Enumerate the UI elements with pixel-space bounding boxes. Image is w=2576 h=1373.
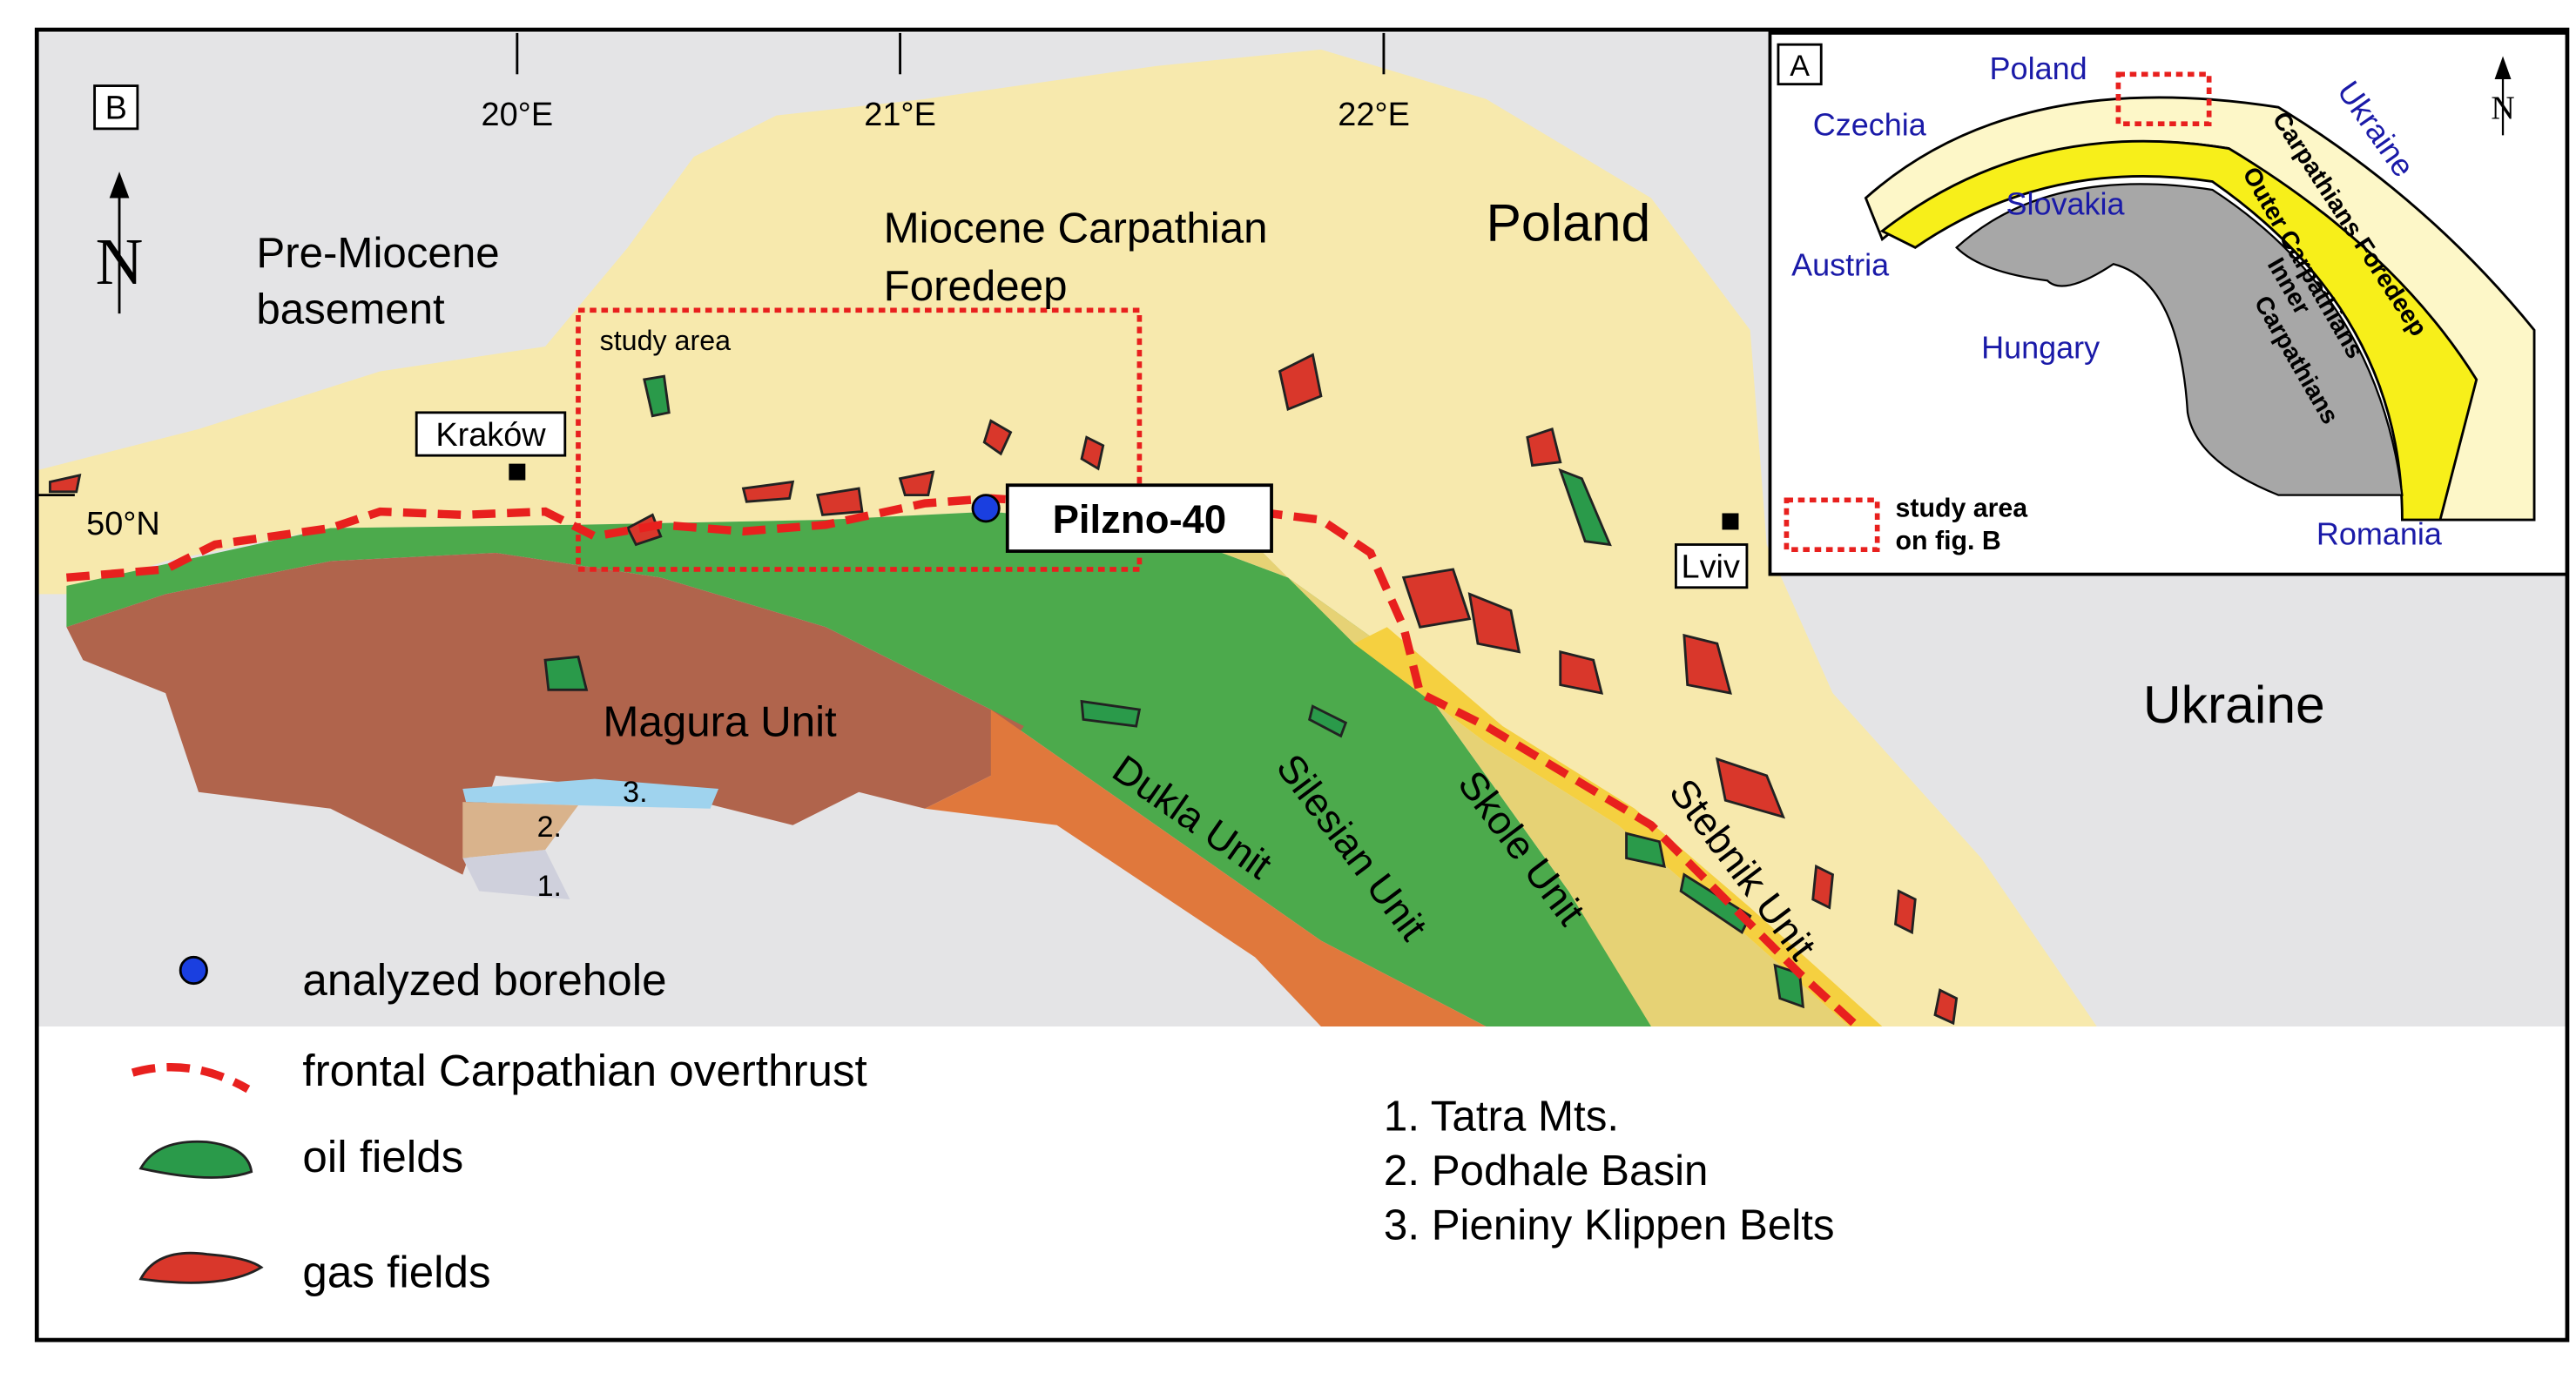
region-label: Foredeep	[884, 262, 1068, 310]
borehole-box	[1005, 483, 1273, 553]
gas-field	[1278, 353, 1323, 412]
legend-label: analyzed borehole	[302, 955, 666, 1005]
gas-field	[1526, 427, 1562, 468]
numbered-note: 2. Podhale Basin	[1384, 1147, 1709, 1195]
city-box	[1675, 543, 1749, 589]
legend-symbol	[138, 1140, 253, 1179]
skole-unit-area	[1156, 528, 1850, 1026]
legend-symbol	[131, 1062, 251, 1094]
region-label: Poland	[1486, 193, 1650, 252]
panel-label: B	[105, 90, 127, 126]
gas-field	[1080, 435, 1105, 471]
small-unit-number: 2.	[537, 811, 562, 844]
oil-field	[1080, 699, 1142, 728]
panel-label-box	[1777, 43, 1823, 86]
silesian-unit-area	[66, 511, 1651, 1026]
gas-field	[1559, 649, 1604, 695]
city-marker	[509, 463, 526, 481]
numbered-note: 1. Tatra Mts.	[1384, 1092, 1619, 1140]
gas-field	[982, 419, 1013, 456]
longitude-label: 22°E	[1338, 97, 1410, 133]
gas-field	[898, 470, 935, 497]
inset-note: on fig. B	[1896, 527, 2001, 555]
magura-unit-area	[66, 552, 1024, 875]
gas-field	[741, 480, 795, 503]
country-label: Slovakia	[2006, 185, 2126, 221]
city-marker	[1722, 513, 1739, 530]
longitude-label: 20°E	[482, 97, 554, 133]
pieniny-area	[462, 778, 719, 809]
unit-label: Magura Unit	[603, 697, 837, 745]
graticule-ticks	[37, 32, 1386, 497]
gas-field	[1715, 757, 1786, 819]
map-a: A N Poland Czechia Ukraine Slovakia Aust…	[1768, 31, 2569, 576]
legend: analyzed borehole frontal Carpathian ove…	[131, 955, 1835, 1296]
region-label: Ukraine	[2143, 675, 2325, 734]
inset-note: study area	[1896, 494, 2029, 522]
inset-outer	[1879, 139, 2478, 522]
borehole-label: Pilzno-40	[1053, 497, 1227, 542]
city-box	[415, 411, 567, 457]
city-label: Kraków	[435, 417, 546, 454]
oil-field	[543, 655, 589, 691]
gas-field	[1894, 889, 1917, 935]
inset-inner	[1955, 183, 2404, 496]
north-arrowhead	[109, 172, 130, 199]
legend-symbol	[1784, 497, 1880, 553]
north-label: N	[96, 225, 144, 299]
oil-field	[1558, 468, 1612, 547]
legend-label: frontal Carpathian overthrust	[302, 1046, 867, 1095]
small-unit-number: 1.	[537, 870, 562, 903]
tatra-area	[462, 850, 570, 900]
region-label: Miocene Carpathian	[884, 205, 1268, 252]
oil-field	[643, 374, 671, 418]
latitude-label: 50°N	[86, 506, 160, 542]
study-area-box	[576, 307, 1143, 572]
country-label: Romania	[2316, 515, 2443, 551]
gas-field	[1467, 592, 1521, 654]
oil-field	[1625, 831, 1666, 868]
city-label: Lviv	[1682, 549, 1740, 585]
small-unit-number: 3.	[623, 776, 647, 809]
borehole-marker	[971, 494, 1001, 523]
gas-field	[1401, 568, 1472, 629]
oil-field	[1307, 704, 1348, 738]
dukla-unit-area	[925, 710, 1487, 1026]
legend-symbol	[179, 955, 208, 986]
country-label: Hungary	[1981, 329, 2100, 365]
longitude-label: 21°E	[864, 97, 936, 133]
country-label: Austria	[1791, 247, 1890, 283]
inset-study-area	[2115, 71, 2212, 127]
gas-fields	[49, 353, 1959, 1026]
outer-frame	[34, 27, 2570, 1343]
gas-field	[1682, 633, 1732, 695]
legend-symbol	[138, 1251, 264, 1284]
numbered-note: 3. Pieniny Klippen Belts	[1384, 1201, 1835, 1248]
north-label: N	[2491, 90, 2514, 126]
legend-label: gas fields	[302, 1247, 490, 1296]
gas-field	[816, 487, 864, 516]
panel-label-box	[93, 84, 139, 131]
country-label: Czechia	[1813, 106, 1927, 142]
gas-field	[1811, 864, 1835, 910]
region-label: basement	[256, 286, 445, 333]
podhale-area	[462, 802, 578, 858]
panel-label: A	[1790, 50, 1810, 83]
gas-field	[49, 474, 82, 494]
north-arrowhead	[2494, 56, 2512, 79]
gas-field	[1933, 988, 1959, 1026]
region-label: Pre-Miocene	[256, 229, 499, 277]
legend-label: oil fields	[302, 1132, 463, 1181]
country-label: Poland	[1990, 50, 2087, 86]
study-area-label: study area	[600, 325, 732, 356]
